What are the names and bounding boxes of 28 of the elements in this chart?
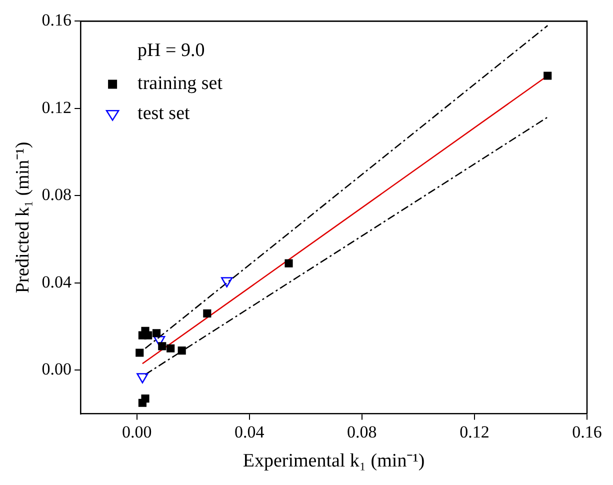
point [136, 348, 144, 357]
y-tick-label: 0.12 [42, 98, 72, 117]
point [166, 344, 175, 352]
legend-label: test set [138, 103, 191, 124]
point [144, 331, 152, 340]
x-tick-label: 0.04 [234, 422, 265, 442]
legend-title: pH = 9.0 [138, 40, 205, 62]
y-tick-label: 0.16 [42, 10, 72, 30]
y-axis-title: Predicted k₁ (min⁻¹) [12, 142, 34, 294]
point [141, 394, 150, 403]
point [152, 329, 161, 338]
point [221, 277, 233, 288]
point [153, 336, 166, 346]
y-tick-label: 0.00 [42, 360, 72, 379]
point [178, 346, 186, 355]
point [284, 259, 293, 268]
x-tick-label: 0.12 [460, 422, 490, 442]
y-tick-label: 0.04 [42, 272, 72, 292]
x-tick-label: 0.16 [572, 422, 602, 442]
point [158, 342, 166, 350]
legend-label: training set [138, 73, 224, 94]
y-tick-label: 0.08 [42, 185, 72, 204]
x-axis-title: Experimental k₁ (min⁻¹) [242, 450, 425, 472]
x-tick-label: 0.00 [122, 422, 152, 442]
point [136, 373, 148, 384]
x-tick-label: 0.08 [347, 422, 377, 442]
point [544, 72, 552, 80]
point [203, 309, 212, 318]
